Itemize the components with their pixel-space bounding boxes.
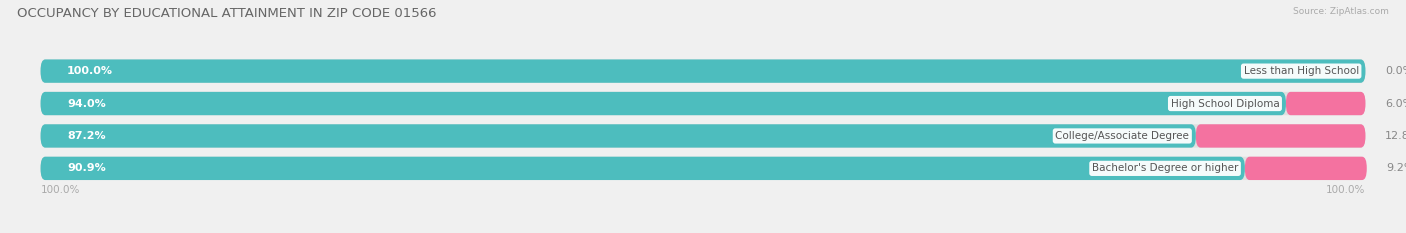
Text: 87.2%: 87.2% <box>67 131 105 141</box>
Text: 94.0%: 94.0% <box>67 99 105 109</box>
Text: 100.0%: 100.0% <box>41 185 80 195</box>
Text: 100.0%: 100.0% <box>67 66 112 76</box>
Text: College/Associate Degree: College/Associate Degree <box>1056 131 1189 141</box>
FancyBboxPatch shape <box>41 59 1365 83</box>
FancyBboxPatch shape <box>1244 157 1367 180</box>
Text: 6.0%: 6.0% <box>1385 99 1406 109</box>
FancyBboxPatch shape <box>1286 92 1365 115</box>
FancyBboxPatch shape <box>41 124 1197 148</box>
Text: Source: ZipAtlas.com: Source: ZipAtlas.com <box>1294 7 1389 16</box>
Text: 100.0%: 100.0% <box>1326 185 1365 195</box>
Text: Less than High School: Less than High School <box>1243 66 1358 76</box>
Text: 90.9%: 90.9% <box>67 163 105 173</box>
FancyBboxPatch shape <box>41 124 1365 148</box>
FancyBboxPatch shape <box>1197 124 1365 148</box>
FancyBboxPatch shape <box>41 92 1365 115</box>
Text: 9.2%: 9.2% <box>1386 163 1406 173</box>
FancyBboxPatch shape <box>41 157 1244 180</box>
Text: OCCUPANCY BY EDUCATIONAL ATTAINMENT IN ZIP CODE 01566: OCCUPANCY BY EDUCATIONAL ATTAINMENT IN Z… <box>17 7 436 20</box>
Text: High School Diploma: High School Diploma <box>1171 99 1279 109</box>
FancyBboxPatch shape <box>41 92 1286 115</box>
Text: 12.8%: 12.8% <box>1385 131 1406 141</box>
FancyBboxPatch shape <box>41 59 1365 83</box>
Text: 0.0%: 0.0% <box>1385 66 1406 76</box>
Text: Bachelor's Degree or higher: Bachelor's Degree or higher <box>1092 163 1239 173</box>
FancyBboxPatch shape <box>41 157 1365 180</box>
